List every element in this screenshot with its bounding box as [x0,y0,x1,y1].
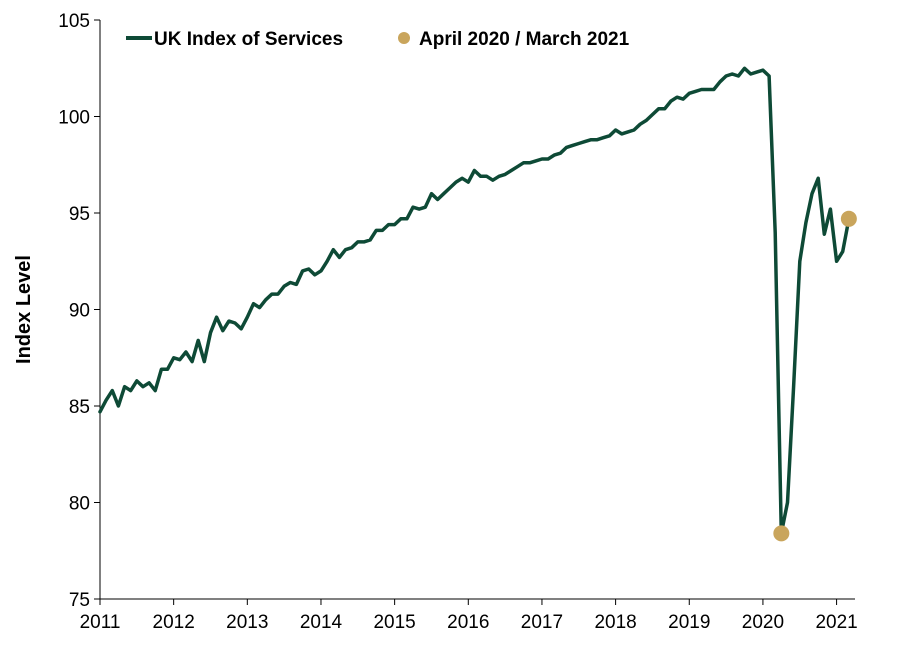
x-tick-label: 2012 [153,612,195,633]
legend-label-april-march: April 2020 / March 2021 [419,29,630,50]
x-tick-label: 2016 [447,612,489,633]
x-tick-label: 2014 [300,612,343,633]
x-tick-label: 2011 [80,612,121,633]
x-tick-label: 2017 [521,612,563,633]
plot-area [98,66,857,542]
y-tick-label: 85 [69,397,90,418]
y-tick-label: 80 [69,494,90,515]
x-tick-label: 2013 [226,612,268,633]
y-tick-label: 90 [69,301,90,322]
highlight-point [773,525,790,542]
y-tick-label: 75 [69,590,90,611]
x-tick-label: 2021 [815,612,857,633]
y-tick-label: 95 [69,204,90,225]
x-ticks: 2011 2012 2013 2014 2015 2016 2017 2018 2019 2020… [80,599,858,633]
legend: UK Index of Services April 2020 / March 2… [126,29,630,50]
y-tick-label: 100 [58,108,90,129]
x-tick-label: 2018 [594,612,636,633]
y-ticks: 75 80 85 90 95 100 105 [58,11,100,611]
series-line-uk-index-of-services [98,66,851,536]
x-tick-label: 2019 [668,612,710,633]
legend-label-uk-index-of-services: UK Index of Services [154,29,343,50]
x-tick-label: 2020 [742,612,784,633]
legend-dot-swatch [398,32,410,44]
highlight-point [840,210,857,227]
x-tick-label: 2015 [373,612,415,633]
y-axis-label: Index Level [13,255,35,364]
y-tick-label: 105 [58,11,90,32]
